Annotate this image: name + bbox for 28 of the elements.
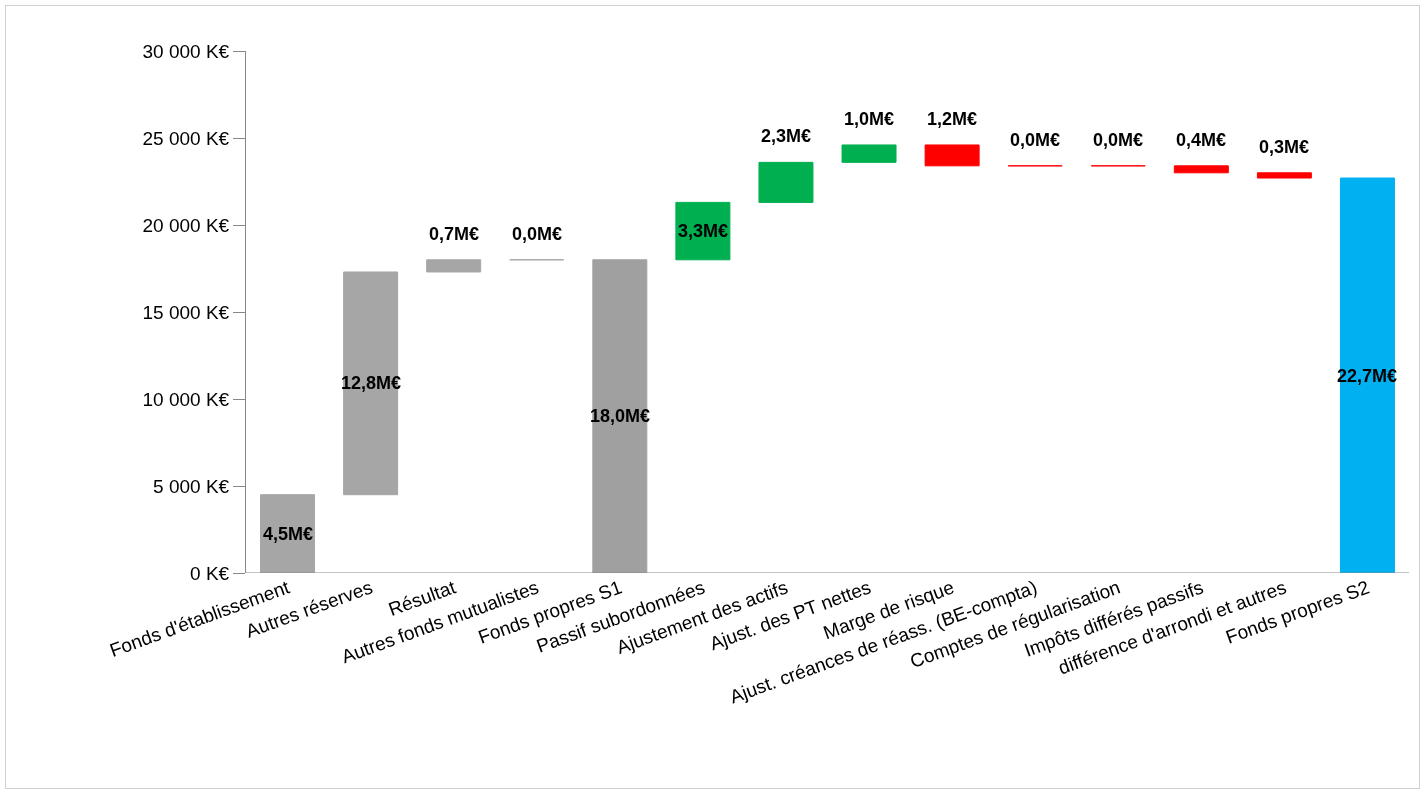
bar [343, 271, 399, 496]
y-tick-label: 5 000 K€ [153, 475, 230, 497]
y-tick-label: 20 000 K€ [142, 214, 230, 236]
y-tick-label: 0 K€ [190, 562, 230, 584]
data-label: 0,7M€ [429, 224, 480, 244]
bar [426, 259, 482, 273]
data-label: 1,0M€ [844, 109, 895, 129]
data-label: 3,3M€ [678, 221, 729, 241]
bar [1173, 165, 1229, 174]
bar [758, 161, 814, 203]
data-label: 4,5M€ [263, 524, 314, 544]
data-label: 0,3M€ [1259, 137, 1310, 157]
data-label: 0,0M€ [1093, 130, 1144, 150]
y-tick-label: 10 000 K€ [142, 388, 230, 410]
data-label: 0,0M€ [512, 224, 563, 244]
bar [1339, 177, 1395, 573]
y-tick-label: 15 000 K€ [142, 301, 230, 323]
bar [1256, 172, 1312, 179]
bar [841, 144, 897, 163]
bar [924, 144, 980, 167]
y-tick-label: 30 000 K€ [142, 40, 230, 62]
y-tick-label: 25 000 K€ [142, 127, 230, 149]
data-label: 2,3M€ [761, 126, 812, 146]
data-label: 12,8M€ [341, 373, 402, 393]
data-label: 0,0M€ [1010, 130, 1061, 150]
data-label: 1,2M€ [927, 109, 978, 129]
bar [592, 259, 648, 573]
data-label: 0,4M€ [1176, 130, 1227, 150]
